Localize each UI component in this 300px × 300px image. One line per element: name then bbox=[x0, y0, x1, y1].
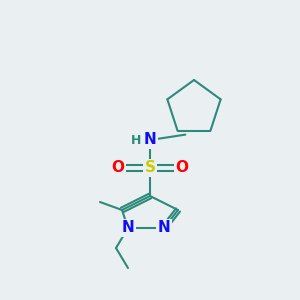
Text: O: O bbox=[112, 160, 124, 175]
Text: N: N bbox=[122, 220, 134, 236]
Text: S: S bbox=[145, 160, 155, 175]
Text: N: N bbox=[158, 220, 170, 236]
Text: O: O bbox=[176, 160, 188, 175]
Text: H: H bbox=[131, 134, 141, 146]
Text: N: N bbox=[144, 133, 156, 148]
